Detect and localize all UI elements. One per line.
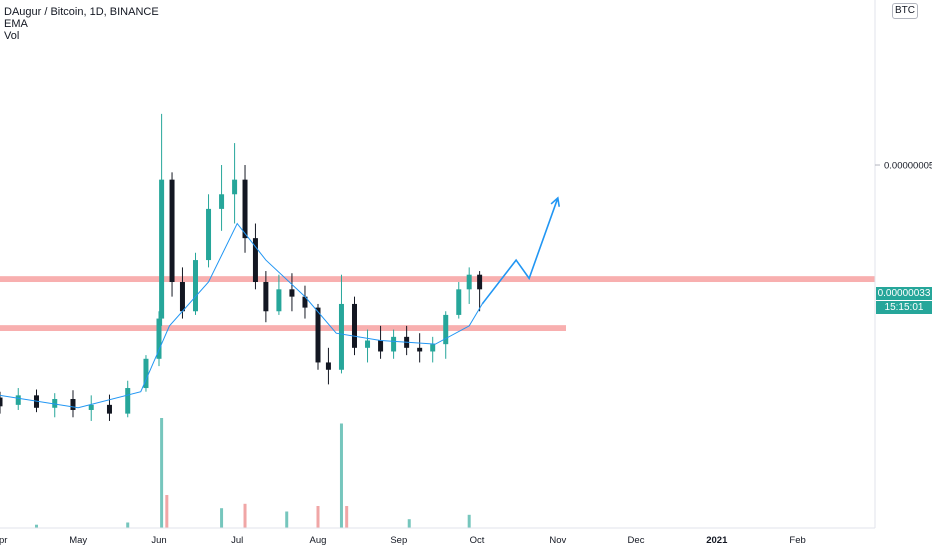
- volume-bar: [243, 503, 247, 528]
- time-tick-label: Feb: [789, 535, 805, 546]
- candle-body: [325, 362, 331, 370]
- volume-bar: [220, 508, 224, 528]
- candle-body: [378, 340, 384, 352]
- volume-bar: [345, 506, 349, 528]
- volume-bar: [160, 418, 164, 528]
- candle-body: [430, 344, 436, 352]
- ema-line: [0, 222, 483, 409]
- time-tick-label: Aug: [310, 535, 327, 546]
- projection-arrowhead: [550, 196, 561, 207]
- zone-band: [0, 276, 875, 283]
- ema-indicator-label[interactable]: EMA: [4, 18, 28, 30]
- candle-body: [315, 307, 321, 363]
- bar-countdown-tag: 15:15:01: [876, 301, 932, 314]
- time-axis[interactable]: Apr May Jun Jul Aug Sep Oct Nov Dec 2021 Feb: [0, 535, 806, 546]
- resistance-zones: [0, 276, 875, 332]
- volume-bar: [407, 519, 411, 528]
- time-tick-label: Jun: [151, 535, 166, 546]
- candle-body: [159, 179, 165, 319]
- volume-bar: [34, 524, 38, 528]
- volume-bar: [467, 514, 471, 528]
- time-tick-label: May: [69, 535, 87, 546]
- currency-badge[interactable]: BTC: [892, 3, 918, 19]
- volume-bar: [316, 506, 320, 528]
- candle-body: [351, 303, 357, 348]
- candle-body: [289, 289, 295, 297]
- time-tick-label: 2021: [706, 535, 728, 546]
- projection-arrow: [481, 196, 561, 305]
- time-tick-label: Nov: [549, 535, 566, 546]
- candle-body: [143, 358, 149, 389]
- candle-body: [106, 404, 112, 414]
- candle-body: [443, 314, 449, 345]
- candle-body: [466, 274, 472, 290]
- candle-body: [169, 179, 175, 283]
- volume-bar: [339, 423, 343, 528]
- candle-body: [365, 340, 371, 348]
- candle-body: [252, 238, 258, 283]
- candle-body: [276, 289, 282, 312]
- time-tick-label: Oct: [470, 535, 485, 546]
- candle-body: [206, 208, 212, 261]
- candle-body: [302, 296, 308, 308]
- candle-body: [219, 194, 225, 209]
- candle-body: [232, 179, 238, 195]
- candle-body: [156, 318, 162, 359]
- candle-body: [88, 404, 94, 410]
- volume-bar: [285, 511, 289, 528]
- candle-body: [242, 179, 248, 239]
- time-tick-label: Sep: [390, 535, 407, 546]
- symbol-title: DAugur / Bitcoin, 1D, BINANCE: [4, 6, 159, 18]
- candle-body: [0, 397, 3, 407]
- candle-body: [125, 388, 131, 414]
- candle-body: [192, 260, 198, 312]
- candle-body: [391, 336, 397, 352]
- candle-body: [417, 347, 423, 352]
- volume-indicator-label[interactable]: Vol: [4, 30, 20, 42]
- candlesticks: [0, 113, 483, 421]
- projection-path: [481, 197, 559, 305]
- volume-bars: [34, 418, 471, 528]
- last-price-tag: 0.00000033: [876, 287, 932, 300]
- candle-body: [338, 303, 344, 370]
- candle-body: [263, 282, 269, 312]
- volume-bar: [165, 495, 169, 528]
- price-axis[interactable]: 0.00000005: [875, 161, 932, 172]
- candle-body: [179, 282, 185, 312]
- candle-body: [477, 274, 483, 290]
- zone-band: [0, 325, 566, 332]
- time-tick-label: Apr: [0, 535, 7, 546]
- time-tick-label: Jul: [231, 535, 243, 546]
- volume-bar: [126, 522, 130, 528]
- time-tick-label: Dec: [628, 535, 645, 546]
- candle-body: [70, 399, 76, 410]
- candle-body: [456, 289, 462, 315]
- candle-body: [15, 395, 21, 405]
- candle-body: [52, 399, 58, 408]
- price-tick-label: 0.00000005: [884, 161, 932, 172]
